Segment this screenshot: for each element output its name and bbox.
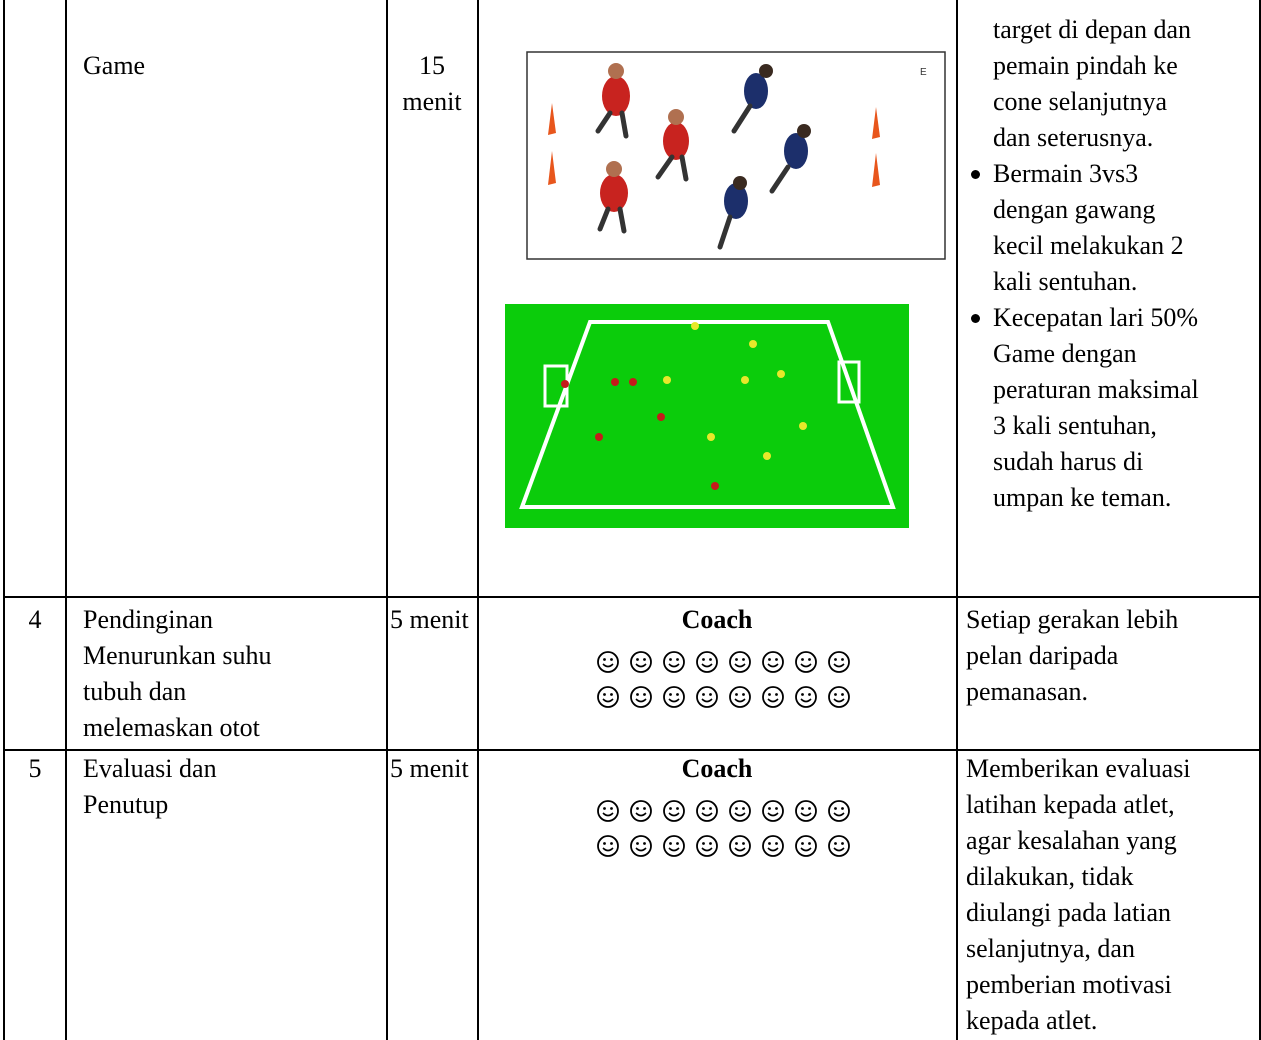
bullet-dot: [971, 170, 980, 179]
border: [65, 0, 67, 1040]
activity-text: tubuh dan: [83, 677, 187, 706]
smiley-icon: [663, 835, 685, 857]
smiley-icon: [762, 686, 784, 708]
description-text: target di depan dan: [993, 15, 1192, 44]
smiley-icon: [828, 800, 850, 822]
activity-text: melemaskan otot: [83, 713, 260, 742]
bullet-text: sudah harus di: [993, 447, 1144, 476]
bullet-dot: [971, 314, 980, 323]
border: [386, 0, 388, 1040]
bullet-text: Kecepatan lari 50%: [993, 303, 1199, 332]
smiley-icon: [828, 651, 850, 673]
time-text: menit: [402, 87, 462, 116]
smiley-icon: [696, 800, 718, 822]
description-text: agar kesalahan yang: [966, 826, 1177, 855]
coach-label: Coach: [681, 754, 753, 783]
coach-label: Coach: [681, 605, 753, 634]
smiley-icon: [663, 800, 685, 822]
smiley-icon: [630, 800, 652, 822]
description-text: dilakukan, tidak: [966, 862, 1134, 891]
activity-text: Evaluasi dan: [83, 754, 217, 783]
description-text: diulangi pada latian: [966, 898, 1172, 927]
drill-illustration: E: [526, 51, 946, 260]
border: [956, 0, 958, 1040]
bullet-text: 3 kali sentuhan,: [993, 411, 1157, 440]
smiley-icon: [597, 686, 619, 708]
smiley-icon: [795, 686, 817, 708]
bullet-text: Bermain 3vs3: [993, 159, 1139, 188]
smiley-icon: [762, 800, 784, 822]
description-text: pemberian motivasi: [966, 970, 1172, 999]
smiley-icon: [729, 651, 751, 673]
row-number: 5: [28, 754, 42, 783]
bullet-text: Game dengan: [993, 339, 1137, 368]
bullet-text: umpan ke teman.: [993, 483, 1172, 512]
smiley-icon: [795, 835, 817, 857]
smiley-icon: [795, 651, 817, 673]
activity-text: Penutup: [83, 790, 169, 819]
field-illustration: [505, 304, 909, 528]
smiley-icon: [696, 651, 718, 673]
description-text: dan seterusnya.: [993, 123, 1154, 152]
smiley-icon: [663, 651, 685, 673]
description-text: Setiap gerakan lebih: [966, 605, 1179, 634]
time-text: 5 menit: [390, 754, 469, 783]
border: [477, 0, 479, 1040]
smiley-icon: [762, 651, 784, 673]
bullet-text: kali sentuhan.: [993, 267, 1138, 296]
activity-text: Menurunkan suhu: [83, 641, 272, 670]
row-number: 4: [28, 605, 42, 634]
smiley-icon: [696, 686, 718, 708]
smiley-icon: [696, 835, 718, 857]
activity-text: Game: [83, 51, 146, 80]
smiley-icon: [597, 800, 619, 822]
time-text: 5 menit: [390, 605, 469, 634]
description-text: pemain pindah ke: [993, 51, 1178, 80]
description-text: pelan daripada: [966, 641, 1119, 670]
description-text: pemanasan.: [966, 677, 1089, 706]
smiley-icon: [729, 686, 751, 708]
border: [1259, 0, 1261, 1040]
description-text: Memberikan evaluasi: [966, 754, 1191, 783]
smiley-icon: [795, 800, 817, 822]
activity-text: Pendinginan: [83, 605, 213, 634]
description-text: selanjutnya, dan: [966, 934, 1135, 963]
border: [3, 596, 1261, 598]
bullet-text: kecil melakukan 2: [993, 231, 1184, 260]
smiley-icon: [597, 651, 619, 673]
border: [3, 749, 1261, 751]
bullet-text: peraturan maksimal: [993, 375, 1199, 404]
smiley-icon: [597, 835, 619, 857]
image-label: E: [920, 67, 927, 78]
description-text: latihan kepada atlet,: [966, 790, 1175, 819]
bullet-text: dengan gawang: [993, 195, 1156, 224]
time-text: 15: [419, 51, 445, 80]
border: [3, 0, 5, 1040]
smiley-icon: [828, 835, 850, 857]
smiley-icon: [663, 686, 685, 708]
smiley-icon: [630, 651, 652, 673]
description-text: cone selanjutnya: [993, 87, 1167, 116]
smiley-icon: [762, 835, 784, 857]
description-text: kepada atlet.: [966, 1006, 1098, 1035]
smiley-icon: [630, 686, 652, 708]
smiley-icon: [729, 835, 751, 857]
smiley-icon: [729, 800, 751, 822]
smiley-icon: [630, 835, 652, 857]
smiley-icon: [828, 686, 850, 708]
